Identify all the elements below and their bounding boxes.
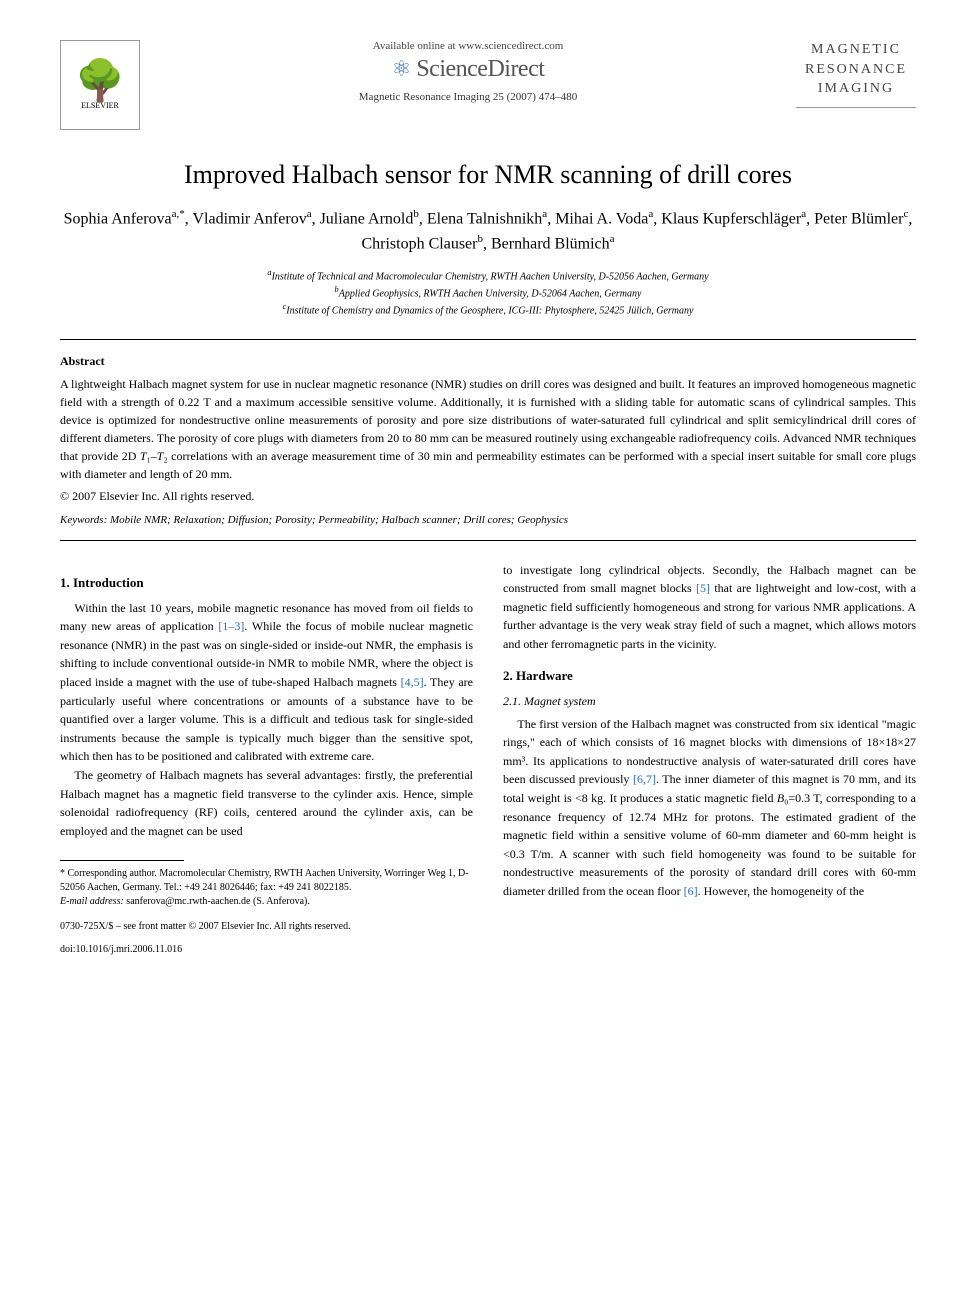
right-column: to investigate long cylindrical objects.… [503,561,916,956]
magnet-paragraph-1: The first version of the Halbach magnet … [503,715,916,901]
abstract-copyright: © 2007 Elsevier Inc. All rights reserved… [60,489,916,504]
affiliation-a: aInstitute of Technical and Macromolecul… [60,267,916,284]
left-column: 1. Introduction Within the last 10 years… [60,561,473,956]
journal-reference: Magnetic Resonance Imaging 25 (2007) 474… [140,91,796,103]
abstract-label: Abstract [60,354,916,369]
footnote-separator [60,860,184,861]
email-address: sanferova@mc.rwth-aachen.de (S. Anferova… [126,896,310,907]
subsection-magnet-heading: 2.1. Magnet system [503,694,916,709]
front-matter-line: 0730-725X/$ – see front matter © 2007 El… [60,921,473,932]
journal-logo-line1: MAGNETIC [796,40,916,60]
article-title: Improved Halbach sensor for NMR scanning… [60,160,916,190]
affiliation-c: cInstitute of Chemistry and Dynamics of … [60,301,916,318]
intro-paragraph-1: Within the last 10 years, mobile magneti… [60,599,473,766]
abstract-text: A lightweight Halbach magnet system for … [60,375,916,483]
affiliations: aInstitute of Technical and Macromolecul… [60,267,916,319]
section-hardware-heading: 2. Hardware [503,668,916,684]
divider-top [60,339,916,340]
available-online-text: Available online at www.sciencedirect.co… [140,40,796,52]
email-footnote: E-mail address: sanferova@mc.rwth-aachen… [60,895,473,909]
journal-logo-line2: RESONANCE [796,60,916,80]
doi-line: doi:10.1016/j.mri.2006.11.016 [60,944,473,955]
email-label: E-mail address: [60,896,124,907]
intro-paragraph-2: The geometry of Halbach magnets has seve… [60,766,473,840]
two-column-body: 1. Introduction Within the last 10 years… [60,561,916,956]
sciencedirect-icon: ⚛ [392,56,411,81]
elsevier-label: ELSEVIER [81,101,119,110]
affiliation-b: bApplied Geophysics, RWTH Aachen Univers… [60,284,916,301]
journal-logo: MAGNETIC RESONANCE IMAGING [796,40,916,108]
center-header: Available online at www.sciencedirect.co… [140,40,796,103]
intro-paragraph-2-continued: to investigate long cylindrical objects.… [503,561,916,654]
elsevier-tree-icon: 🌳 [75,61,125,101]
keywords: Keywords: Mobile NMR; Relaxation; Diffus… [60,514,916,526]
corresponding-author-footnote: * Corresponding author. Macromolecular C… [60,867,473,895]
header-row: 🌳 ELSEVIER Available online at www.scien… [60,40,916,130]
journal-logo-line3: IMAGING [796,79,916,99]
section-introduction-heading: 1. Introduction [60,575,473,591]
sciencedirect-logo: ⚛ ScienceDirect [140,56,796,83]
authors-list: Sophia Anferovaa,*, Vladimir Anferova, J… [60,206,916,257]
divider-bottom [60,540,916,541]
sciencedirect-text: ScienceDirect [416,56,544,82]
elsevier-logo: 🌳 ELSEVIER [60,40,140,130]
